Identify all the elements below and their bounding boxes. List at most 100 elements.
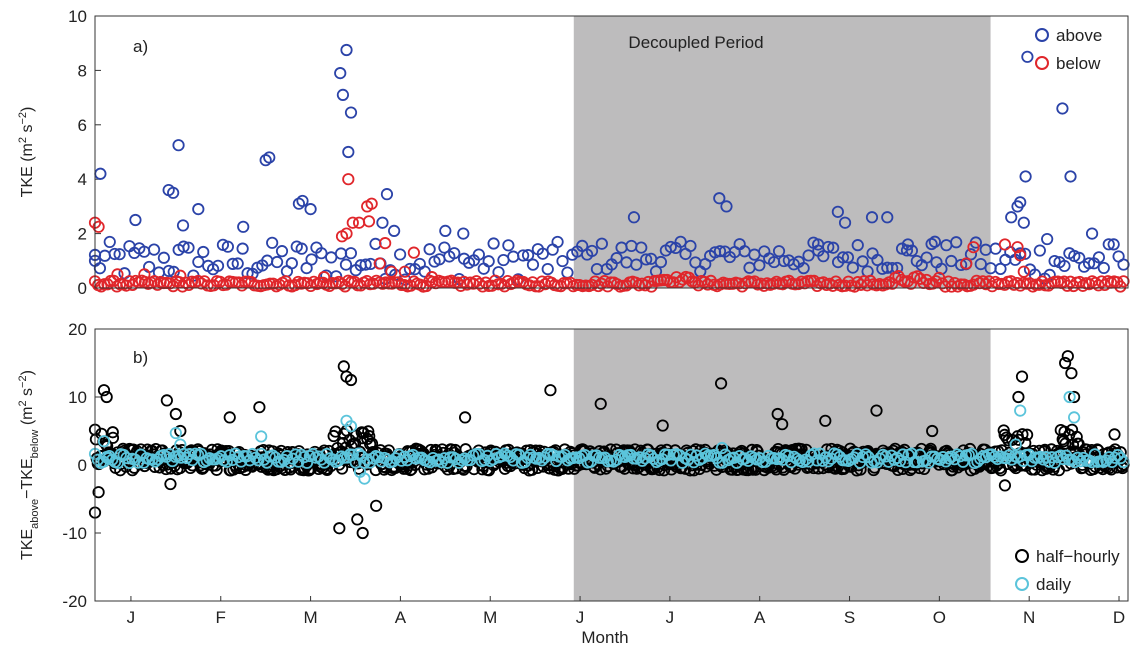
x-tick-label: J: [666, 608, 675, 627]
half-hourly-point: [656, 419, 669, 432]
below-point: [501, 275, 514, 288]
above-point: [167, 186, 180, 199]
daily-point: [300, 456, 314, 469]
below-point: [379, 237, 392, 250]
legend-above-label: above: [1056, 26, 1102, 45]
below-point: [960, 257, 973, 270]
above-point: [176, 219, 190, 232]
legend-half-hourly-marker: [1015, 549, 1029, 563]
below-point: [976, 275, 989, 288]
above-point: [664, 240, 677, 254]
below-point: [373, 257, 386, 270]
panel-b-y-tick-label: 0: [78, 456, 87, 475]
below-point: [111, 268, 124, 281]
decoupled-period-label: Decoupled Period: [628, 33, 763, 52]
above-point: [595, 237, 608, 250]
daily-point: [489, 447, 503, 461]
daily-point: [255, 430, 268, 443]
above-point: [221, 240, 234, 253]
below-point: [365, 197, 378, 210]
above-point: [905, 244, 919, 257]
above-point: [295, 242, 308, 255]
above-point: [526, 258, 540, 271]
above-point: [359, 258, 372, 271]
above-point: [305, 253, 318, 266]
above-point: [720, 200, 733, 213]
half-hourly-point: [1059, 356, 1072, 370]
panel-a-y-tick-label: 2: [78, 225, 87, 244]
above-point: [270, 255, 284, 269]
daily-point: [358, 472, 371, 485]
half-hourly-point: [498, 462, 512, 475]
legend-below-label: below: [1056, 54, 1101, 73]
x-tick-label: M: [303, 608, 317, 627]
half-hourly-point: [97, 384, 111, 397]
above-point: [192, 255, 205, 269]
above-point: [1014, 196, 1027, 209]
above-point: [772, 245, 786, 258]
x-tick-label: A: [754, 608, 766, 627]
x-tick-label: N: [1023, 608, 1035, 627]
panel-a-y-tick-label: 8: [78, 61, 87, 80]
above-point: [162, 264, 175, 278]
above-point: [344, 106, 358, 119]
above-point: [339, 258, 353, 271]
panel-a-ylabel: TKE (m2 s−2): [17, 107, 36, 198]
above-point: [950, 236, 963, 249]
panel-b-ylabel: TKEabove−TKEbelow (m2 s−2): [17, 370, 41, 560]
above-point: [394, 248, 407, 261]
above-point: [1082, 257, 1096, 270]
above-point: [1017, 216, 1030, 229]
daily-point: [896, 448, 910, 461]
half-hourly-point: [1108, 428, 1121, 441]
half-hourly-point: [994, 464, 1008, 477]
above-point: [610, 252, 623, 265]
daily-point: [97, 435, 111, 448]
above-point: [713, 192, 726, 205]
half-hourly-point: [370, 499, 383, 512]
above-point: [285, 257, 298, 270]
daily-point: [1037, 453, 1050, 466]
daily-point: [988, 450, 1001, 463]
daily-point: [715, 441, 729, 455]
half-hourly-point: [1012, 390, 1025, 404]
half-hourly-point: [926, 424, 939, 438]
x-tick-label: J: [127, 608, 136, 627]
half-hourly-point: [329, 425, 342, 438]
above-point: [1021, 50, 1034, 63]
above-point: [315, 247, 328, 260]
below-point: [267, 277, 280, 290]
above-point: [1085, 227, 1099, 240]
below-point: [1011, 241, 1024, 254]
daily-point: [893, 454, 907, 467]
half-hourly-point: [870, 404, 883, 417]
below-point: [901, 275, 914, 288]
below-point: [317, 271, 331, 284]
half-hourly-point: [458, 411, 472, 424]
x-tick-label: J: [576, 608, 585, 627]
above-point: [836, 251, 850, 264]
above-point: [831, 205, 844, 218]
daily-point: [547, 449, 560, 462]
half-hourly-point: [95, 427, 108, 440]
daily-point: [816, 454, 829, 467]
above-point: [1041, 232, 1054, 246]
daily-point: [802, 455, 815, 468]
above-point: [342, 145, 355, 159]
daily-point: [255, 447, 268, 461]
daily-point: [699, 447, 712, 460]
above-point: [865, 211, 879, 224]
above-point: [103, 235, 116, 249]
above-point: [811, 238, 825, 251]
above-point: [157, 251, 170, 264]
above-point: [296, 194, 309, 208]
above-point: [556, 254, 569, 268]
daily-point: [1068, 411, 1081, 424]
below-point: [904, 277, 918, 290]
daily-point: [306, 447, 319, 461]
above-point: [881, 211, 894, 224]
daily-point: [229, 447, 242, 460]
above-point: [838, 216, 852, 229]
daily-point: [707, 449, 720, 462]
panel-b-y-ticks: -20 -10 0 10 20: [62, 320, 101, 611]
